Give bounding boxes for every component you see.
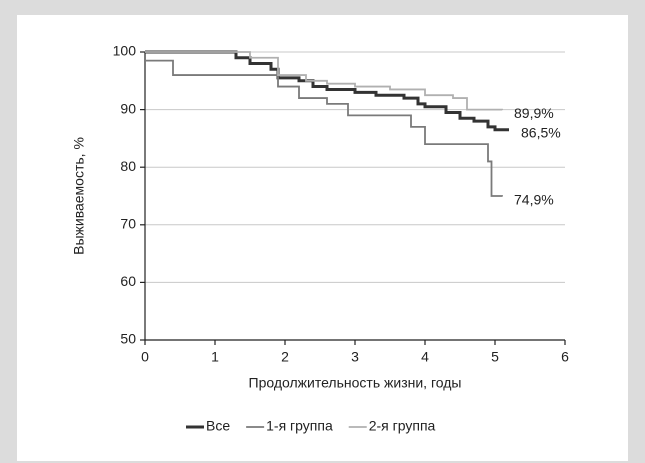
series-line: [145, 50, 509, 132]
x-tick-label: 4: [421, 349, 429, 365]
legend-label: 1-я группа: [266, 418, 333, 434]
x-tick-label: 5: [491, 349, 499, 365]
y-axis-label: Выживаемость, %: [71, 137, 87, 255]
x-tick-label: 6: [561, 349, 569, 365]
legend-label: Все: [206, 418, 230, 434]
y-tick-label: 80: [120, 158, 136, 174]
panel: [17, 15, 628, 461]
x-axis-label: Продолжительность жизни, годы: [249, 375, 462, 391]
y-tick-label: 70: [120, 216, 136, 232]
y-tick-label: 90: [120, 100, 136, 116]
series-line: [145, 51, 503, 111]
series-line: [145, 59, 503, 197]
y-tick-label: 60: [120, 273, 136, 289]
value-label: 74,9%: [514, 191, 554, 207]
value-label: 86,5%: [521, 124, 561, 140]
value-label: 89,9%: [514, 105, 554, 121]
x-tick-label: 1: [211, 349, 219, 365]
x-tick-label: 2: [281, 349, 289, 365]
legend-label: 2-я группа: [369, 418, 436, 434]
y-tick-label: 100: [113, 43, 137, 59]
x-tick-label: 3: [351, 349, 359, 365]
x-tick-label: 0: [141, 349, 149, 365]
y-tick-label: 50: [120, 331, 136, 347]
